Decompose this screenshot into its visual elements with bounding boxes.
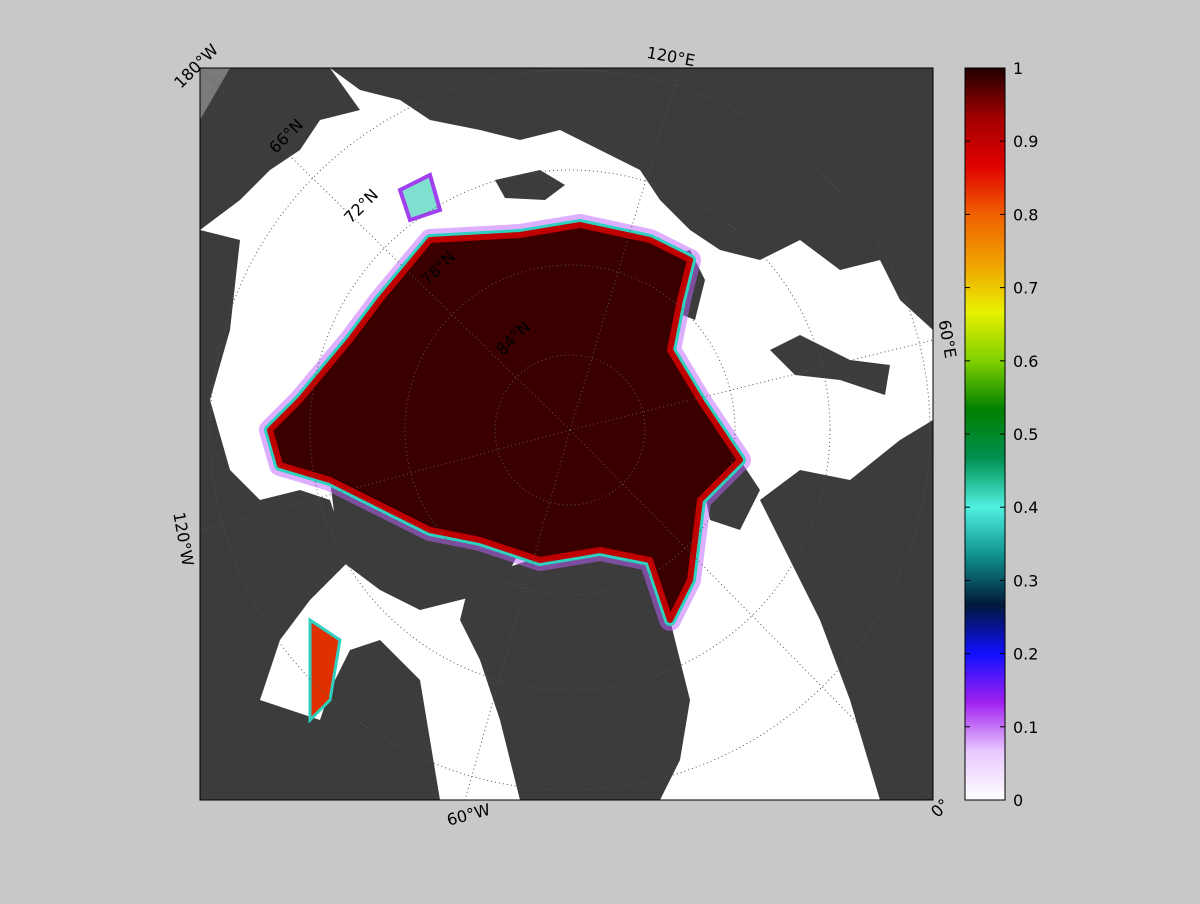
land-siberia — [330, 68, 933, 330]
land-canada — [200, 230, 440, 800]
land-scandinavia — [760, 420, 933, 800]
colorbar — [964, 67, 1006, 801]
colorbar-tick-label: 0.6 — [1013, 352, 1038, 371]
colorbar-tick-label: 0.2 — [1013, 645, 1038, 664]
map-content — [200, 68, 933, 800]
longitude-label: 60°W — [445, 800, 493, 830]
land-alaska — [200, 68, 360, 230]
longitude-label: 120°W — [169, 511, 197, 568]
colorbar-tick-label: 0.8 — [1013, 205, 1038, 224]
land-islands-nsib — [495, 170, 565, 200]
colorbar-tick-label: 0.5 — [1013, 425, 1038, 444]
colorbar-tick-label: 0.9 — [1013, 132, 1038, 151]
longitude-label: 120°E — [645, 43, 696, 70]
longitude-label: 60°E — [935, 318, 960, 359]
colorbar-tick-label: 1 — [1013, 59, 1023, 78]
graticule — [200, 68, 933, 800]
land-novaya-zemlya — [770, 335, 890, 395]
colorbar-tick-label: 0.4 — [1013, 498, 1038, 517]
colorbar-tick-label: 0.1 — [1013, 718, 1038, 737]
colorbar-tick-label: 0 — [1013, 791, 1023, 810]
sea-ice — [259, 172, 751, 724]
colorbar-tick-label: 0.7 — [1013, 279, 1038, 298]
land-greenland — [460, 550, 690, 800]
colorbar-tick-label: 0.3 — [1013, 571, 1038, 590]
map-frame — [199, 67, 934, 801]
